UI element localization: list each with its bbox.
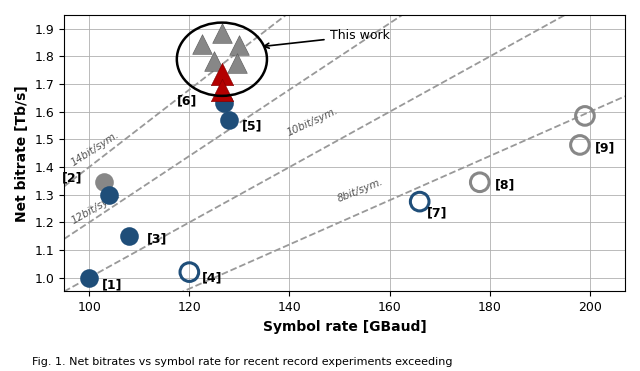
Text: [5]: [5] xyxy=(242,119,262,132)
Point xyxy=(104,192,115,198)
Text: [2]: [2] xyxy=(61,172,82,185)
Y-axis label: Net bitrate [Tb/s]: Net bitrate [Tb/s] xyxy=(15,85,29,221)
Point xyxy=(232,60,242,66)
Point xyxy=(224,117,234,123)
Text: [7]: [7] xyxy=(428,206,448,219)
X-axis label: Symbol rate [GBaud]: Symbol rate [GBaud] xyxy=(262,320,426,334)
Point xyxy=(575,142,585,148)
Text: 8bit/sym.: 8bit/sym. xyxy=(336,177,385,204)
Point xyxy=(217,72,227,78)
Text: [4]: [4] xyxy=(202,271,222,284)
Point xyxy=(184,269,195,275)
Point xyxy=(220,101,230,106)
Text: [3]: [3] xyxy=(147,233,167,246)
Text: [8]: [8] xyxy=(495,178,515,191)
Point xyxy=(475,179,485,185)
Point xyxy=(217,87,227,93)
Text: This work: This work xyxy=(264,29,389,48)
Text: Fig. 1. Net bitrates vs symbol rate for recent record experiments exceeding: Fig. 1. Net bitrates vs symbol rate for … xyxy=(32,357,452,367)
Text: [1]: [1] xyxy=(102,278,122,291)
Text: [6]: [6] xyxy=(177,94,197,107)
Point xyxy=(415,198,425,204)
Point xyxy=(217,30,227,36)
Point xyxy=(209,58,220,63)
Text: 14bit/sym.: 14bit/sym. xyxy=(68,130,120,168)
Point xyxy=(196,41,207,47)
Point xyxy=(84,275,94,280)
Point xyxy=(234,42,244,48)
Point xyxy=(124,233,134,239)
Text: 12bit/sym.: 12bit/sym. xyxy=(69,190,122,226)
Text: 10bit/sym.: 10bit/sym. xyxy=(285,106,340,138)
Point xyxy=(99,179,109,185)
Point xyxy=(580,113,590,119)
Text: [9]: [9] xyxy=(595,141,615,154)
